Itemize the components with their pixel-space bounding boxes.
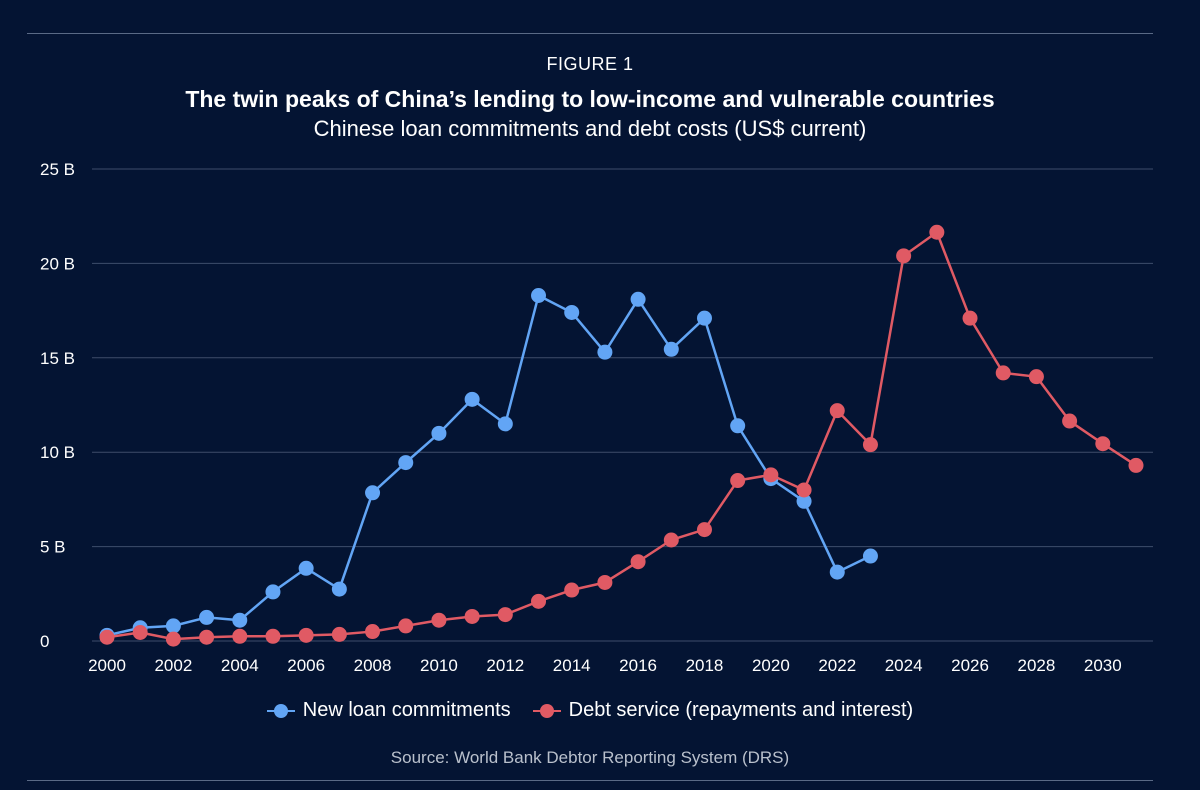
x-tick-label: 2008 [354, 656, 392, 675]
data-point-debt-service[interactable] [165, 631, 181, 647]
data-point-debt-service[interactable] [564, 582, 580, 598]
y-tick-label: 5 B [40, 538, 66, 557]
x-axis-labels: 2000 2002 2004 2006 2008 2010 2012 2014 2016 2018… [88, 656, 1122, 675]
data-point-debt-service[interactable] [99, 629, 115, 645]
data-point-debt-service[interactable] [896, 248, 912, 264]
data-point-debt-service[interactable] [962, 310, 978, 326]
x-tick-label: 2002 [154, 656, 192, 675]
legend-label-new-loans: New loan commitments [302, 699, 511, 721]
y-tick-label: 0 [40, 632, 49, 651]
top-rule [27, 33, 1153, 34]
chart-title: The twin peaks of China’s lending to low… [185, 86, 995, 112]
data-point-new-loans[interactable] [232, 612, 248, 628]
data-point-debt-service[interactable] [497, 607, 513, 623]
chart-subtitle: Chinese loan commitments and debt costs … [313, 116, 867, 141]
series-layer [99, 224, 1144, 647]
x-tick-label: 2018 [686, 656, 724, 675]
data-point-new-loans[interactable] [365, 485, 381, 501]
data-point-new-loans[interactable] [497, 416, 513, 432]
y-tick-label: 20 B [40, 254, 75, 273]
bottom-rule [27, 780, 1153, 781]
data-point-debt-service[interactable] [531, 593, 547, 609]
data-point-debt-service[interactable] [862, 437, 878, 453]
data-point-new-loans[interactable] [630, 291, 646, 307]
data-point-debt-service[interactable] [431, 612, 447, 628]
data-point-debt-service[interactable] [199, 629, 215, 645]
data-point-debt-service[interactable] [597, 574, 613, 590]
data-point-debt-service[interactable] [796, 482, 812, 498]
data-point-new-loans[interactable] [165, 618, 181, 634]
data-point-debt-service[interactable] [1128, 457, 1144, 473]
legend-swatch-debt-service [532, 703, 561, 718]
x-tick-label: 2030 [1084, 656, 1122, 675]
data-point-debt-service[interactable] [232, 628, 248, 644]
line-chart: 05 B10 B15 B20 B25 B 2000 2002 2004 2006 200… [40, 160, 1153, 675]
data-point-new-loans[interactable] [696, 310, 712, 326]
data-point-debt-service[interactable] [829, 403, 845, 419]
data-point-debt-service[interactable] [132, 625, 148, 641]
legend-swatch-new-loans [266, 703, 295, 718]
legend-label-debt-service: Debt service (repayments and interest) [568, 699, 914, 721]
data-point-debt-service[interactable] [995, 365, 1011, 381]
data-point-debt-service[interactable] [398, 618, 414, 634]
legend-item-new-loans[interactable]: New loan commitments [266, 699, 511, 722]
x-tick-label: 2022 [818, 656, 856, 675]
data-point-new-loans[interactable] [199, 609, 215, 625]
legend: New loan commitments Debt service (repay… [0, 699, 1180, 722]
data-point-debt-service[interactable] [763, 467, 779, 483]
data-point-debt-service[interactable] [630, 554, 646, 570]
data-point-debt-service[interactable] [663, 532, 679, 548]
y-tick-label: 10 B [40, 443, 75, 462]
data-point-new-loans[interactable] [564, 304, 580, 320]
x-tick-label: 2000 [88, 656, 126, 675]
data-point-new-loans[interactable] [464, 391, 480, 407]
data-point-debt-service[interactable] [464, 608, 480, 624]
source-note: Source: World Bank Debtor Reporting Syst… [390, 748, 790, 767]
data-point-debt-service[interactable] [696, 522, 712, 538]
x-tick-label: 2010 [420, 656, 458, 675]
series-line-new-loans [106, 294, 871, 637]
data-point-debt-service[interactable] [929, 224, 945, 240]
data-point-new-loans[interactable] [730, 418, 746, 434]
data-point-new-loans[interactable] [597, 344, 613, 360]
data-point-new-loans[interactable] [331, 581, 347, 597]
series-line-debt-service [106, 230, 1137, 641]
y-tick-label: 25 B [40, 160, 75, 179]
x-tick-label: 2006 [287, 656, 325, 675]
data-point-debt-service[interactable] [365, 624, 381, 640]
x-tick-label: 2012 [486, 656, 524, 675]
data-point-debt-service[interactable] [1095, 436, 1111, 452]
data-point-new-loans[interactable] [663, 341, 679, 357]
data-point-new-loans[interactable] [862, 548, 878, 564]
grid-lines [92, 168, 1153, 642]
data-point-new-loans[interactable] [796, 493, 812, 509]
x-tick-label: 2004 [221, 656, 259, 675]
legend-item-debt-service[interactable]: Debt service (repayments and interest) [532, 699, 914, 722]
data-point-debt-service[interactable] [1028, 369, 1044, 385]
data-point-debt-service[interactable] [1062, 413, 1078, 429]
x-tick-label: 2026 [951, 656, 989, 675]
data-point-new-loans[interactable] [398, 455, 414, 471]
x-tick-label: 2014 [553, 656, 591, 675]
data-point-debt-service[interactable] [331, 626, 347, 642]
data-point-new-loans[interactable] [265, 584, 281, 600]
data-point-debt-service[interactable] [298, 627, 314, 643]
x-tick-label: 2016 [619, 656, 657, 675]
data-point-new-loans[interactable] [829, 564, 845, 580]
x-tick-label: 2024 [885, 656, 923, 675]
data-point-new-loans[interactable] [431, 425, 447, 441]
y-tick-label: 15 B [40, 349, 75, 368]
figure-label: FIGURE 1 [546, 54, 634, 74]
data-point-debt-service[interactable] [265, 628, 281, 644]
data-point-debt-service[interactable] [730, 473, 746, 489]
data-point-new-loans[interactable] [298, 560, 314, 576]
data-point-new-loans[interactable] [531, 287, 547, 303]
x-tick-label: 2028 [1018, 656, 1056, 675]
x-tick-label: 2020 [752, 656, 790, 675]
y-axis-labels: 0 5 B 10 B 15 B 20 B 25 B [40, 160, 75, 651]
